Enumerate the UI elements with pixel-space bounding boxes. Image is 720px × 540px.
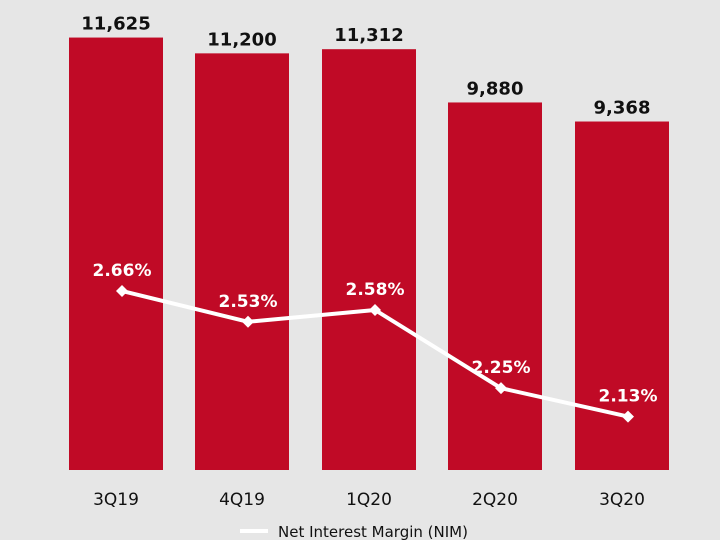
bar-labels-layer: 11,625 11,200 11,312 9,880 9,368 [81,14,650,119]
bar-2q20 [448,102,542,471]
nim-point-1q20 [369,303,381,316]
nim-point-3q20 [622,410,634,423]
bar-value-label-1q20: 11,312 [334,25,403,46]
nim-value-label-2q20: 2.25% [472,358,531,378]
bar-value-label-3q20: 9,368 [594,98,651,119]
x-tick-label-2q20: 2Q20 [472,490,518,510]
x-tick-label-1q20: 1Q20 [346,490,392,510]
nim-value-label-3q19: 2.66% [93,261,152,281]
bar-value-label-4q19: 11,200 [207,29,276,50]
bar-4q19 [195,53,289,471]
x-axis-ticks: 3Q19 4Q19 1Q20 2Q20 3Q20 [93,490,645,510]
nim-point-4q19 [242,315,254,328]
nim-labels-layer: 2.66% 2.53% 2.58% 2.25% 2.13% [93,261,658,407]
nim-value-label-4q19: 2.53% [219,292,278,312]
x-tick-label-3q20: 3Q20 [599,490,645,510]
nim-value-label-1q20: 2.58% [346,280,405,300]
bar-3q20 [575,121,669,470]
nim-value-label-3q20: 2.13% [599,387,658,407]
bar-3q19 [69,37,163,471]
nim-point-3q19 [116,285,128,297]
bars-layer [69,37,669,471]
nim-line-layer [116,285,634,423]
bar-1q20 [322,49,416,470]
bar-value-label-3q19: 11,625 [81,14,150,35]
bar-value-label-2q20: 9,880 [467,78,524,99]
nim-point-2q20 [495,382,507,395]
x-tick-label-4q19: 4Q19 [219,490,265,510]
legend-label: Net Interest Margin (NIM) [278,523,468,540]
legend: Net Interest Margin (NIM) [240,523,468,540]
x-tick-label-3q19: 3Q19 [93,490,139,510]
